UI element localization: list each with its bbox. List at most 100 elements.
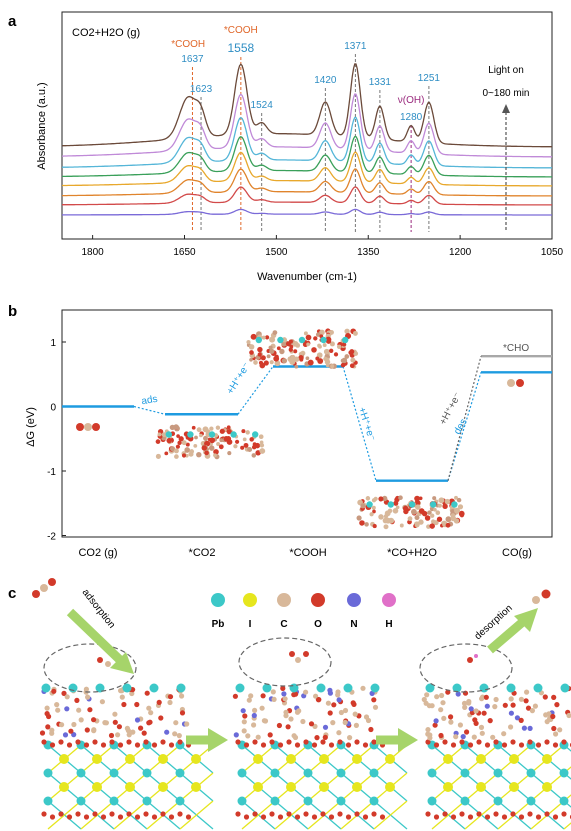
organic-atom: [91, 728, 97, 734]
bond: [563, 822, 571, 830]
organic-atom: [521, 725, 528, 731]
organic-atom: [270, 689, 276, 695]
organic-atom: [280, 685, 286, 692]
atom: [263, 360, 269, 366]
organic-atom: [546, 711, 552, 717]
pb-atom: [533, 683, 543, 693]
organic-atom: [353, 722, 359, 729]
o-atom: [552, 814, 559, 820]
organic-atom: [281, 691, 287, 697]
i-atom: [92, 782, 102, 792]
panel-a-label: a: [8, 13, 17, 30]
o-atom: [442, 739, 448, 745]
o-atom: [320, 739, 326, 745]
organic-atom: [566, 712, 571, 719]
organic-atom: [455, 691, 461, 697]
panel-b-category: CO2 (g): [78, 547, 117, 559]
pb-atom: [303, 768, 313, 778]
organic-atom: [291, 733, 297, 739]
active-site-outline-2: [238, 637, 332, 687]
organic-atom: [119, 694, 125, 700]
organic-atom: [314, 735, 320, 741]
organic-atom: [527, 725, 533, 732]
atom: [249, 357, 253, 362]
atom: [240, 445, 245, 450]
structure-desorption: [421, 683, 571, 830]
legend-label: H: [385, 619, 392, 630]
legend-swatch-o: [311, 593, 325, 607]
atom: [427, 510, 432, 515]
pb-atom: [208, 431, 216, 438]
panel-a-spectrum-1: [61, 63, 552, 148]
panel-b-y-tick-label: -1: [47, 467, 56, 478]
panel-b-structure-thumbnails: [155, 328, 465, 530]
organic-atom: [241, 728, 247, 734]
atom: [330, 364, 335, 369]
pb-atom: [303, 796, 313, 806]
adsorbing-co2-molecule: [32, 578, 56, 598]
atom: [429, 523, 435, 529]
o-atom: [117, 742, 124, 748]
organic-atom: [251, 712, 257, 719]
atom: [454, 507, 460, 514]
panel-b-y-tick-label: 1: [50, 338, 56, 349]
atom: [269, 348, 275, 354]
organic-atom: [156, 699, 162, 706]
atom: [281, 358, 288, 364]
organic-atom: [129, 690, 135, 697]
bond: [563, 794, 571, 802]
panel-b-y-tick-label: 0: [50, 403, 56, 414]
pb-atom: [76, 796, 86, 806]
panel-a-x-tick-label: 1050: [541, 247, 564, 258]
bond: [274, 800, 309, 830]
i-atom: [253, 754, 263, 764]
panel-a-annotation: 1251: [418, 73, 441, 84]
atom: [424, 515, 431, 521]
o-atom: [134, 742, 141, 748]
o-atom: [493, 739, 499, 745]
organic-atom: [176, 733, 182, 739]
pb-atom: [109, 796, 119, 806]
organic-atom: [471, 734, 477, 740]
atom: [261, 335, 266, 340]
pb-atom: [460, 796, 470, 806]
o-atom: [467, 814, 474, 820]
i-atom: [443, 754, 453, 764]
panel-a-x-tick-label: 1200: [449, 247, 472, 258]
i-atom: [352, 782, 362, 792]
o-atom: [371, 811, 377, 817]
pb-atom: [142, 768, 152, 778]
co2-molecule-icon: [76, 423, 100, 431]
i-atom: [319, 754, 329, 764]
o-atom: [459, 811, 465, 817]
organic-atom: [64, 694, 70, 700]
organic-atom: [501, 731, 507, 737]
pb-atom: [237, 768, 247, 778]
panel-b-connector: [133, 405, 166, 415]
atom: [191, 425, 196, 430]
organic-atom: [347, 735, 353, 741]
panel-c-label: c: [8, 585, 16, 602]
o-atom: [561, 811, 567, 817]
organic-atom: [99, 699, 105, 705]
pb-atom: [270, 796, 280, 806]
o-atom: [160, 739, 166, 745]
atom: [371, 498, 377, 503]
o-atom: [235, 811, 241, 817]
panel-b-y-ticks: 1 0 -1 -2: [47, 338, 66, 543]
adsorbate-h: [474, 654, 478, 658]
process-arrow-1: [186, 728, 228, 752]
o-atom: [527, 739, 533, 745]
panel-a-annotations: *COOH 1637 1623 *COOH 1558 1524 1420 1371 1331 ν(…: [171, 25, 440, 123]
atom: [185, 442, 190, 447]
pb-atom: [387, 501, 394, 508]
o-atom: [544, 811, 550, 817]
organic-atom: [371, 697, 377, 703]
panel-a-spectrum-3: [61, 116, 552, 169]
i-atom: [92, 754, 102, 764]
panel-b-category: *COOH: [289, 547, 326, 559]
organic-atom: [103, 720, 109, 726]
organic-atom: [74, 697, 80, 704]
atom: [410, 508, 417, 515]
organic-atom: [184, 721, 190, 727]
